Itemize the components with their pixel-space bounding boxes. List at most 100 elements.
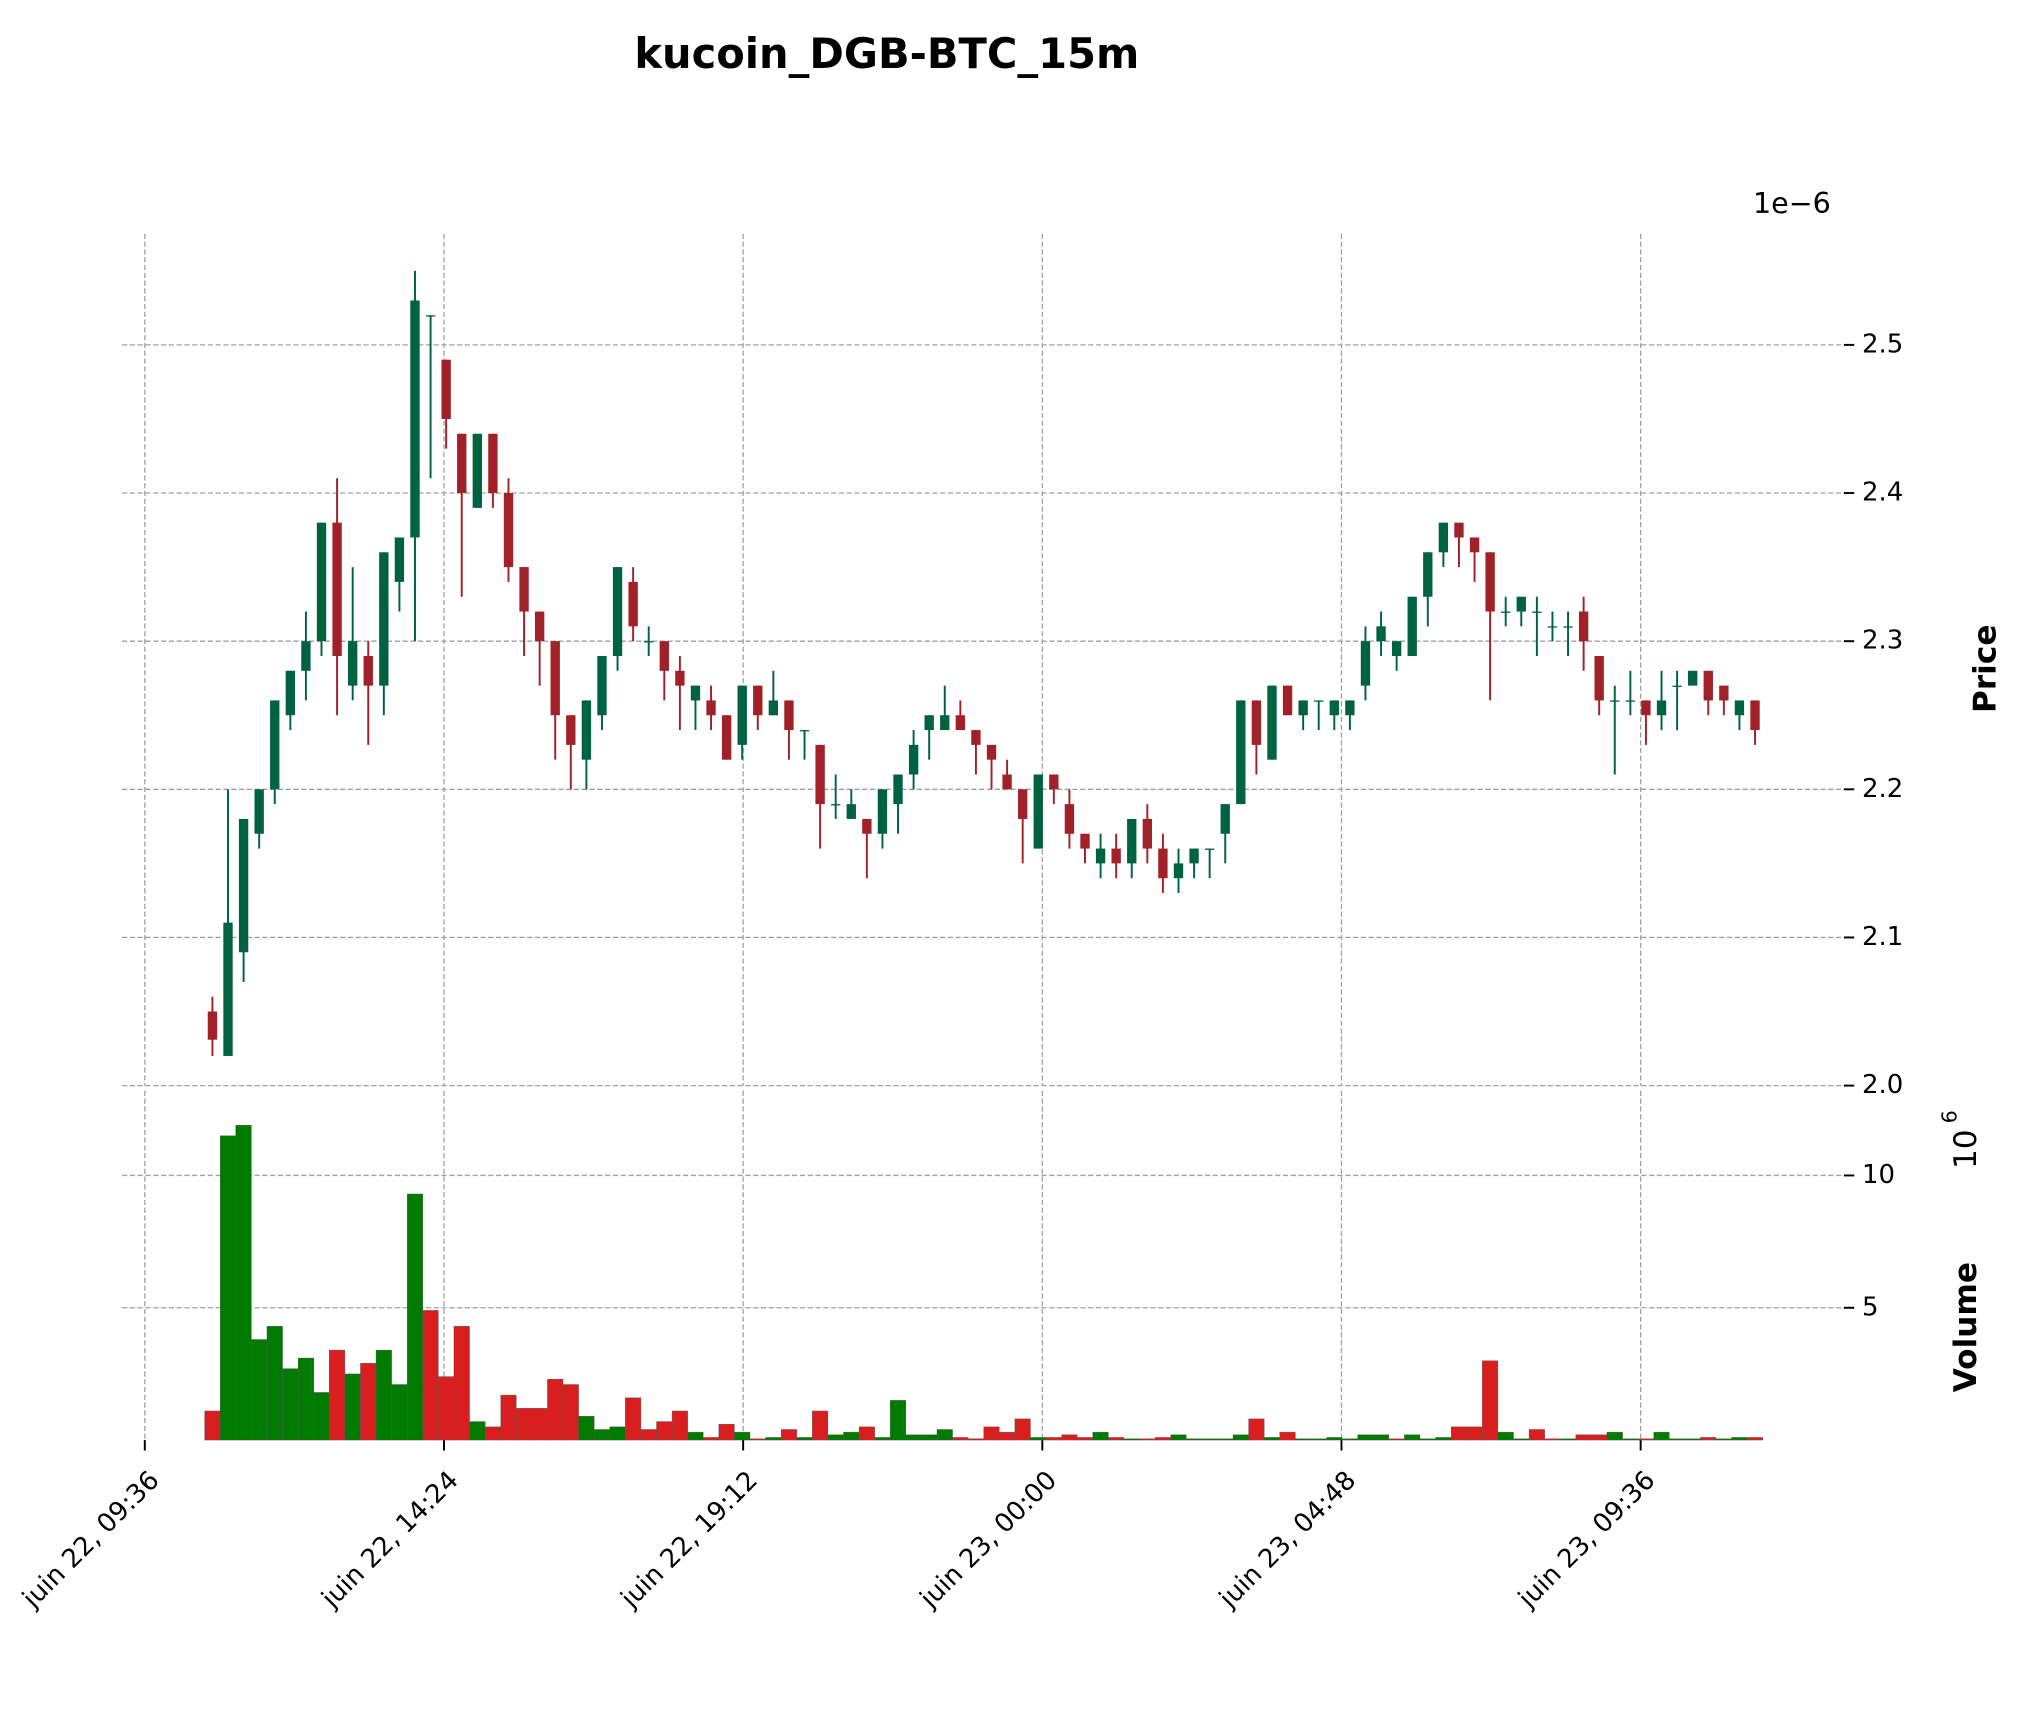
candle-body (1236, 700, 1246, 805)
volume-bar (1014, 1418, 1031, 1441)
volume-bar (407, 1193, 423, 1441)
x-tick-label: juin 22, 14:24 (315, 1465, 464, 1614)
candle-body (1360, 641, 1371, 686)
volume-bar (375, 1349, 392, 1441)
candle-body (534, 611, 545, 642)
x-tick-label: juin 23, 09:36 (1512, 1465, 1661, 1614)
volume-bar (999, 1431, 1016, 1441)
volume-bar (391, 1384, 408, 1441)
volume-bar (1295, 1438, 1312, 1441)
candle-body (1127, 818, 1137, 864)
candle-body (893, 774, 903, 805)
volume-bar (703, 1437, 720, 1441)
volume-bar (1404, 1434, 1421, 1441)
volume-bar (1731, 1437, 1748, 1441)
candle-body (1080, 833, 1090, 849)
candle-body (1578, 611, 1589, 642)
candle-body (971, 730, 981, 745)
volume-bar (640, 1429, 657, 1441)
candle-body (1423, 552, 1433, 597)
volume-bar (952, 1437, 969, 1441)
volume-bar (1528, 1429, 1545, 1441)
volume-bar (1186, 1438, 1203, 1441)
volume-bar (967, 1438, 984, 1441)
candle-body (675, 670, 685, 686)
candle-body (955, 715, 966, 731)
candle-body (1469, 537, 1480, 553)
candle-body (1345, 700, 1355, 716)
volume-bar (220, 1135, 236, 1441)
candle-body (550, 641, 560, 716)
volume-bar (1154, 1437, 1171, 1441)
volume-bar (1232, 1434, 1249, 1441)
candle-body (1189, 848, 1199, 864)
candle-body (1532, 611, 1542, 613)
candle-body (924, 715, 934, 731)
volume-bar (1653, 1431, 1670, 1441)
volume-bar (1061, 1434, 1078, 1441)
volume-bar (1373, 1434, 1390, 1441)
candle-body (784, 700, 794, 731)
volume-bar (827, 1434, 844, 1441)
volume-bar (1030, 1437, 1047, 1441)
chart-title: kucoin_DGB-BTC_15m (634, 29, 1139, 78)
volume-bar (422, 1310, 439, 1441)
candle-body (1438, 522, 1449, 553)
candle-body (815, 744, 825, 805)
candle-body (581, 700, 592, 760)
candle-body (1547, 626, 1558, 628)
candle-body (441, 359, 451, 419)
volume-bar (484, 1426, 501, 1441)
candle-body (644, 641, 654, 643)
candle-body (410, 300, 420, 538)
volume-bar (734, 1431, 751, 1441)
candle-body (1594, 655, 1604, 701)
candle-body (316, 522, 327, 642)
candle-body (503, 493, 514, 568)
volume-bar (890, 1400, 907, 1441)
candle-body (519, 567, 529, 612)
candle-body (1485, 552, 1495, 612)
volume-bar (1450, 1426, 1467, 1441)
volume-bar (780, 1429, 797, 1441)
volume-bar (671, 1410, 688, 1441)
candle-body (394, 537, 405, 582)
candle-body (1407, 596, 1417, 656)
candle-body (488, 433, 498, 494)
candle-body (1376, 626, 1386, 642)
y-tick-label: 2.2 (1862, 774, 1903, 804)
y2-offset-exponent: 6 (1937, 1110, 1961, 1123)
candle-body (690, 685, 701, 701)
volume-bar (453, 1326, 470, 1441)
volume-bar (796, 1437, 813, 1441)
volume-bar (1606, 1431, 1623, 1441)
y-label: Price (1968, 625, 2004, 713)
candle-body (425, 315, 436, 317)
candle-body (472, 433, 482, 508)
candle-body (628, 581, 638, 627)
volume-bar (874, 1437, 891, 1441)
volume-bar (204, 1410, 221, 1441)
volume-bar (812, 1410, 829, 1441)
volume-bar (1513, 1438, 1530, 1441)
volume-bar (344, 1373, 361, 1441)
volume-bar (1591, 1434, 1608, 1441)
candle-body (940, 715, 950, 731)
candle-body (737, 685, 747, 745)
candle-body (1610, 700, 1620, 702)
candle-body (285, 670, 296, 716)
volume-bar (313, 1392, 330, 1441)
candle-body (1703, 670, 1713, 701)
y-tick-label: 2.5 (1862, 329, 1903, 359)
candle-body (831, 804, 841, 806)
candle-body (270, 700, 280, 790)
candle-body (597, 655, 607, 716)
candle-body (1251, 700, 1262, 745)
candle-body (1750, 700, 1760, 731)
candle-body (238, 818, 249, 953)
y-tick-label: 2.0 (1862, 1070, 1903, 1100)
candle-body (1002, 774, 1012, 790)
volume-bar (1201, 1438, 1218, 1441)
candle-body (1064, 804, 1075, 834)
